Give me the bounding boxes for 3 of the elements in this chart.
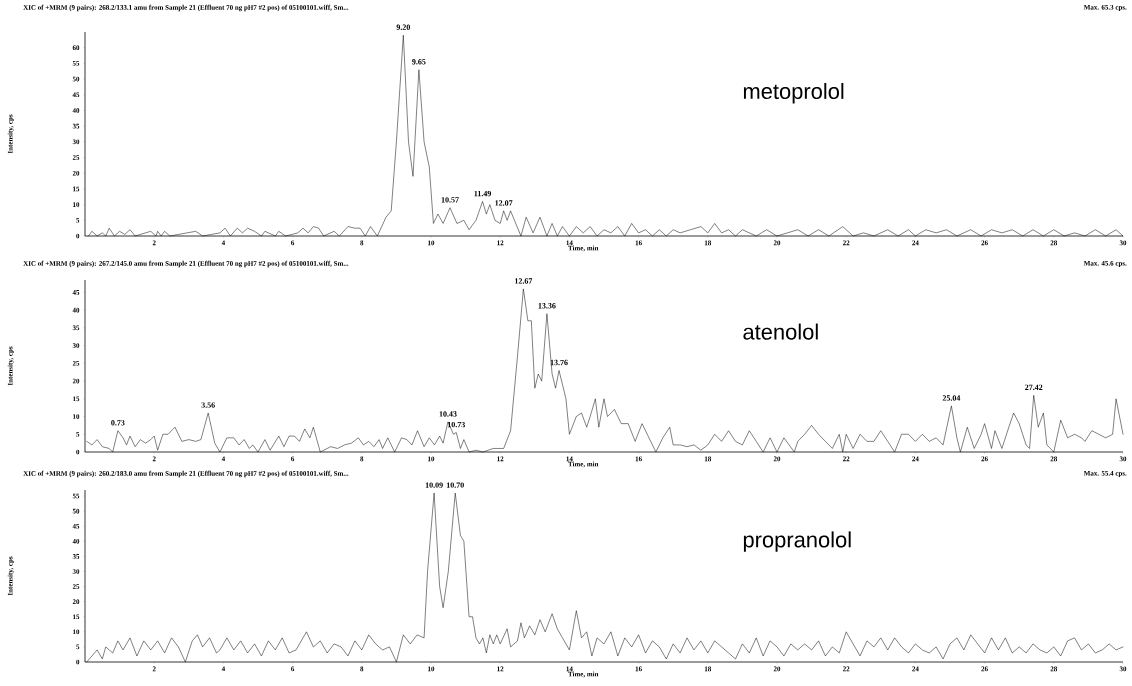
annotation: propranolol	[743, 531, 851, 552]
annotation: metoprolol	[743, 82, 844, 104]
annotation: atenolol	[743, 323, 818, 340]
